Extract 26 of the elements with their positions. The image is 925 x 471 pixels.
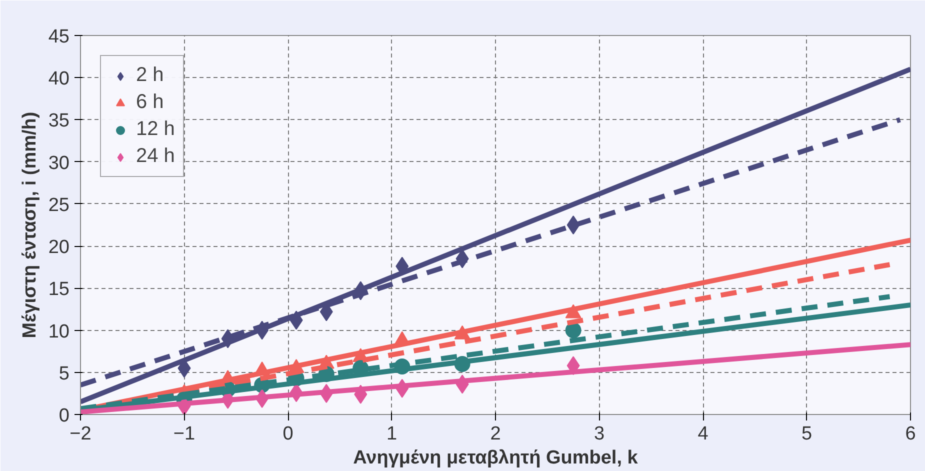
legend-label: 12 h (136, 118, 175, 141)
x-tick-label: 5 (801, 424, 812, 444)
x-tick-label: −1 (173, 424, 196, 444)
y-tick-label: 10 (48, 321, 70, 342)
point (565, 322, 582, 338)
y-tick-label: 40 (48, 68, 70, 90)
legend-label: 2 h (136, 64, 164, 87)
y-tick-label: 45 (48, 26, 70, 48)
y-tick-label: 30 (48, 152, 70, 174)
y-tick-label: 0 (58, 406, 70, 426)
legend-label: 24 h (136, 145, 175, 168)
x-tick-label: 4 (698, 424, 709, 444)
x-tick-label: 0 (282, 424, 294, 444)
x-tick-label: 6 (905, 424, 916, 444)
x-tick-label: 2 (490, 424, 501, 444)
legend-label: 6 h (136, 91, 164, 114)
y-tick-label: 20 (48, 237, 70, 258)
x-axis-title: Ανηγμένη μεταβλητή Gumbel, k (353, 448, 638, 468)
y-tick-label: 5 (58, 363, 70, 384)
x-tick-label: 3 (594, 424, 605, 444)
y-tick-label: 15 (48, 279, 70, 300)
y-axis-title: Μέγιστη ένταση, i (mm/h) (19, 112, 40, 338)
x-tick-label: −2 (70, 424, 92, 444)
y-tick-label: 35 (48, 110, 70, 132)
y-tick-label: 25 (48, 194, 70, 216)
x-tick-label: 1 (386, 424, 398, 444)
